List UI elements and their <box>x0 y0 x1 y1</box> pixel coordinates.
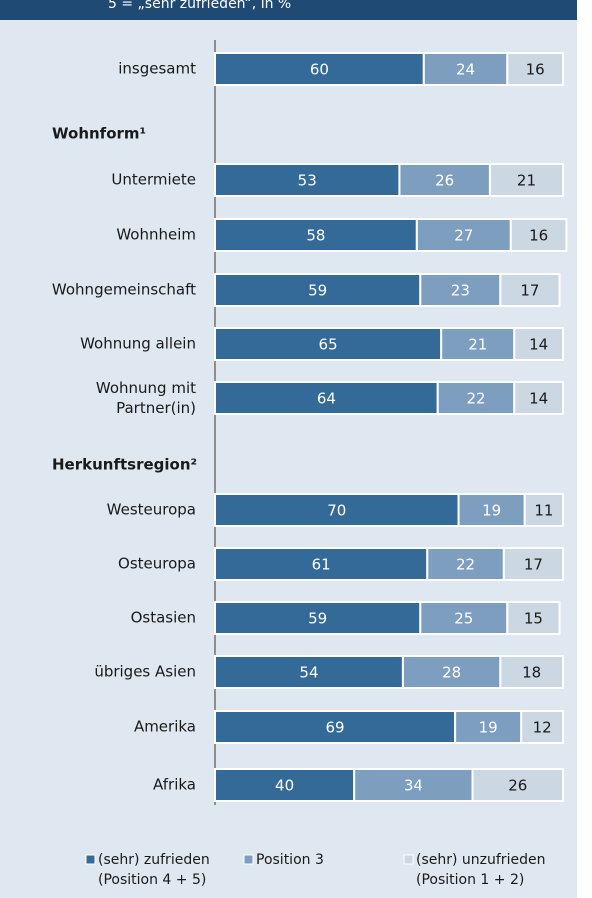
bar-segment <box>214 163 401 197</box>
bar-segment <box>398 163 491 197</box>
category-label: Wohnung allein <box>80 335 196 353</box>
bar-segment <box>214 381 439 415</box>
line: (sehr) unzufrieden <box>416 852 545 868</box>
subtitle: 5 = „sehr zufrieden“, in % <box>108 0 291 12</box>
bar-segment <box>499 273 561 307</box>
category-label: Amerika <box>134 718 196 736</box>
value-label: 54 <box>299 664 318 682</box>
value-label: 17 <box>520 282 539 300</box>
bar-segment <box>214 547 429 581</box>
value-label: 19 <box>479 719 498 737</box>
legend-label: Position 3 <box>256 852 324 868</box>
bar-segment <box>419 273 502 307</box>
value-label: 26 <box>508 777 527 795</box>
bar-segment <box>513 327 565 361</box>
bar-segment <box>214 52 425 86</box>
value-label: 16 <box>526 61 545 79</box>
value-label: 61 <box>312 556 331 574</box>
bar-segment <box>454 710 523 744</box>
category-label: Untermiete <box>111 171 196 189</box>
line: (Position 4 + 5) <box>98 872 206 888</box>
bar-segment <box>471 768 564 802</box>
value-label: 28 <box>442 664 461 682</box>
line: (Position 1 + 2) <box>416 872 524 888</box>
value-label: 16 <box>529 227 548 245</box>
value-label: 60 <box>310 61 329 79</box>
category-label: Osteuropa <box>118 555 196 573</box>
bar-segment <box>499 655 564 689</box>
legend-label: (sehr) zufrieden (Position 4 + 5) <box>98 852 210 888</box>
category-label: insgesamt <box>118 60 196 78</box>
line: Wohnung mit <box>96 379 196 397</box>
legend-swatch <box>243 854 254 865</box>
category-label: Wohnheim <box>116 226 196 244</box>
value-label: 21 <box>517 172 536 190</box>
legend-swatch <box>403 854 414 865</box>
value-label: 69 <box>326 719 345 737</box>
value-label: 11 <box>534 502 553 520</box>
section-label: Wohnform¹ <box>52 125 146 143</box>
value-label: 64 <box>317 390 336 408</box>
value-label: 58 <box>306 227 325 245</box>
bar-segment <box>506 601 561 635</box>
legend-label: (sehr) unzufrieden (Position 1 + 2) <box>416 852 545 888</box>
bar-segment <box>415 218 512 252</box>
line: Partner(in) <box>116 399 196 417</box>
value-label: 40 <box>275 777 294 795</box>
value-label: 23 <box>451 282 470 300</box>
value-label: 22 <box>456 556 475 574</box>
value-label: 19 <box>482 502 501 520</box>
category-label: Wohngemeinschaft <box>52 281 196 299</box>
value-label: 27 <box>454 227 473 245</box>
value-label: 24 <box>456 61 475 79</box>
bar-segment <box>502 547 564 581</box>
value-label: 22 <box>466 390 485 408</box>
bar-segment <box>509 218 568 252</box>
section-label: Herkunftsregion² <box>52 456 197 474</box>
bar-segment <box>419 601 509 635</box>
value-label: 34 <box>404 777 423 795</box>
bar-segment <box>214 273 422 307</box>
panel <box>0 0 577 898</box>
bar-segment <box>436 381 516 415</box>
bar-segment <box>214 218 418 252</box>
value-label: 65 <box>319 336 338 354</box>
bar-segment <box>488 163 565 197</box>
value-label: 25 <box>454 610 473 628</box>
bar-segment <box>214 601 422 635</box>
category-label: Westeuropa <box>107 501 196 519</box>
value-label: 21 <box>468 336 487 354</box>
header-band <box>0 0 577 20</box>
value-label: 59 <box>308 610 327 628</box>
value-label: 17 <box>524 556 543 574</box>
value-label: 14 <box>529 390 548 408</box>
value-label: 14 <box>529 336 548 354</box>
category-label: Ostasien <box>131 609 196 627</box>
value-label: 12 <box>533 719 552 737</box>
bar-segment <box>513 381 565 415</box>
value-label: 26 <box>435 172 454 190</box>
category-label: übriges Asien <box>94 663 196 681</box>
bar-segment <box>523 493 564 527</box>
value-label: 70 <box>327 502 346 520</box>
category-label: Wohnung mit Partner(in) <box>96 379 196 417</box>
bar-segment <box>506 52 565 86</box>
legend-swatch <box>85 854 96 865</box>
line: (sehr) zufrieden <box>98 852 210 868</box>
value-label: 59 <box>308 282 327 300</box>
value-label: 18 <box>522 664 541 682</box>
bar-segment <box>214 768 356 802</box>
bar-segment <box>520 710 564 744</box>
category-label: Afrika <box>153 776 196 794</box>
bar-segment <box>426 547 505 581</box>
value-label: 15 <box>524 610 543 628</box>
value-label: 53 <box>298 172 317 190</box>
